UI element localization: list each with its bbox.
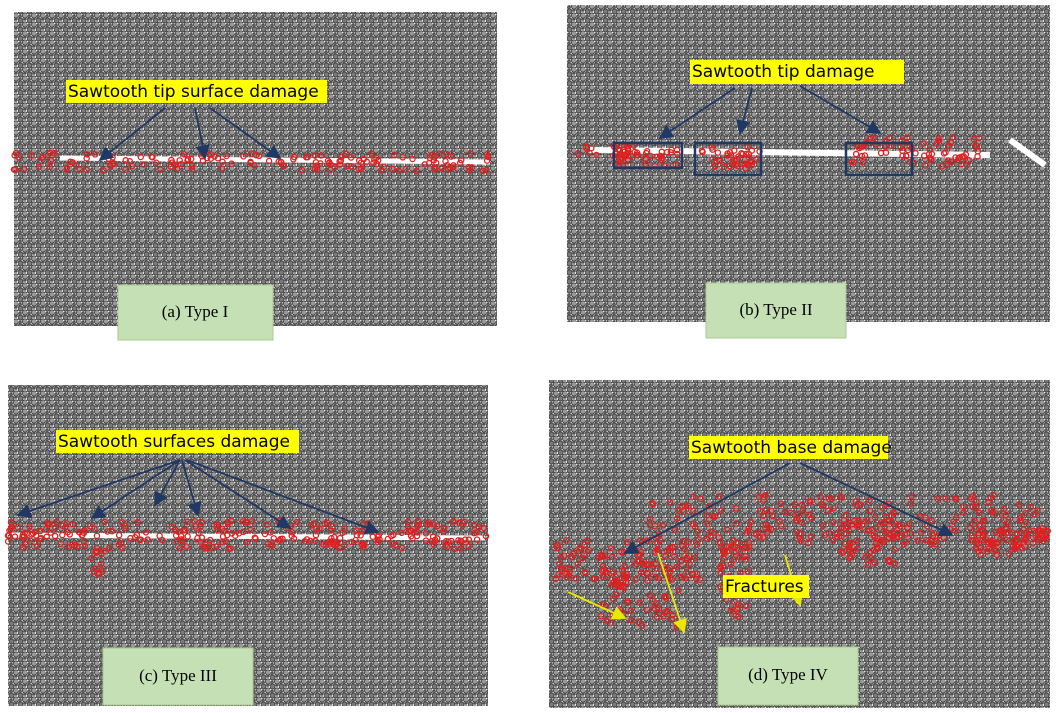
annotation: Sawtooth tip damage — [692, 62, 874, 82]
caption: (b) Type II — [739, 300, 812, 319]
annotation: Sawtooth surfaces damage — [58, 432, 290, 452]
caption: (c) Type III — [139, 666, 217, 685]
annotation: Sawtooth tip surface damage — [68, 82, 319, 102]
annotation: Sawtooth base damage — [691, 438, 892, 458]
caption: (d) Type IV — [748, 665, 828, 684]
caption: (a) Type I — [162, 302, 229, 321]
annotation: Fractures — [725, 577, 804, 597]
figure: Sawtooth tip surface damage Sawtooth tip… — [0, 0, 1056, 713]
specimen — [14, 12, 497, 326]
specimen — [567, 5, 1050, 322]
specimens — [8, 5, 1050, 708]
